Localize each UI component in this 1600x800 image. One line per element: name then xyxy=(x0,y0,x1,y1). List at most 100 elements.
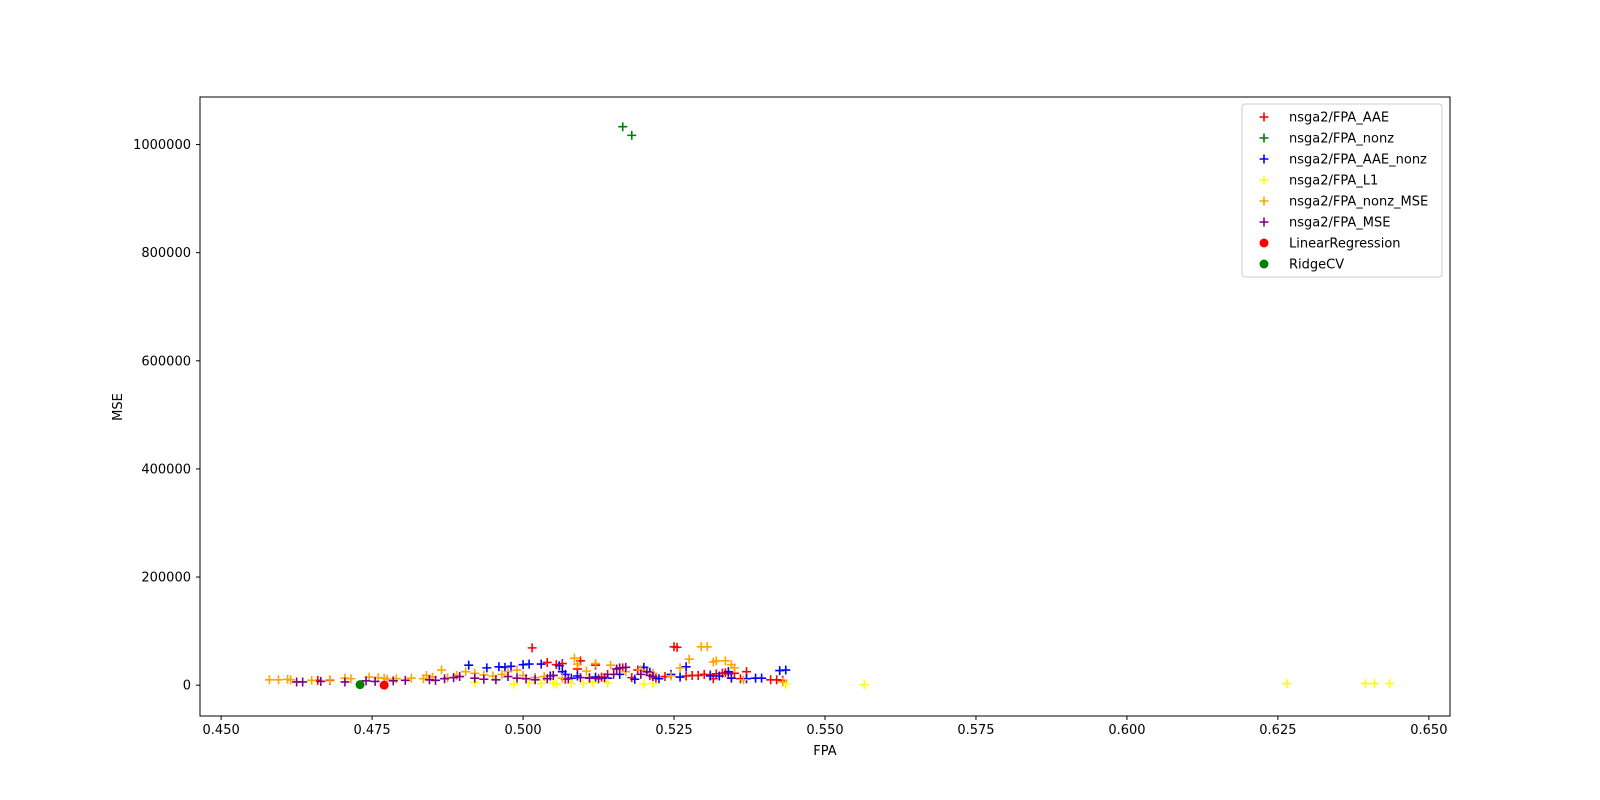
data-point xyxy=(530,675,540,685)
data-point xyxy=(720,656,730,666)
series-nsga2-fpa-mse xyxy=(292,662,658,687)
data-point xyxy=(521,674,531,684)
data-point xyxy=(702,642,712,652)
data-point xyxy=(307,675,317,685)
series-nsga2-fpa-l1 xyxy=(470,677,1395,690)
data-point xyxy=(503,672,513,682)
legend-marker xyxy=(1259,133,1269,143)
data-point xyxy=(729,663,739,673)
data-point xyxy=(509,679,519,689)
data-point xyxy=(264,675,274,685)
x-tick-label: 0.550 xyxy=(806,723,843,738)
x-axis: 0.450 0.475 0.500 0.525 0.550 0.575 0.600 0.625… xyxy=(203,716,1447,738)
data-point xyxy=(464,660,474,670)
data-point xyxy=(639,679,649,689)
legend-label: nsga2/FPA_L1 xyxy=(1289,174,1378,189)
legend-label: LinearRegression xyxy=(1289,237,1401,252)
data-point xyxy=(675,663,685,673)
y-tick-label: 0 xyxy=(183,679,191,694)
data-point xyxy=(606,660,616,670)
data-point xyxy=(355,680,365,690)
data-point xyxy=(1282,679,1292,689)
data-point xyxy=(738,675,748,685)
y-tick-label: 400000 xyxy=(141,462,191,477)
x-tick-label: 0.475 xyxy=(353,723,390,738)
plot-area xyxy=(264,122,1395,690)
data-point xyxy=(636,669,646,679)
data-point xyxy=(675,672,685,682)
legend-label: nsga2/FPA_AAE_nonz xyxy=(1289,153,1427,168)
data-point xyxy=(316,676,326,686)
data-point xyxy=(603,678,613,688)
data-point xyxy=(757,673,767,683)
data-point xyxy=(361,676,371,686)
data-point xyxy=(630,674,640,684)
data-point xyxy=(648,672,658,682)
data-point xyxy=(714,671,724,681)
data-point xyxy=(479,674,489,684)
data-point xyxy=(497,669,507,679)
data-point xyxy=(551,679,561,689)
data-point xyxy=(542,674,552,684)
data-point xyxy=(512,673,522,683)
data-point xyxy=(581,666,591,676)
legend-marker xyxy=(1259,217,1269,227)
legend-label: nsga2/FPA_nonz_MSE xyxy=(1289,195,1428,210)
x-tick-label: 0.500 xyxy=(504,723,541,738)
x-tick-label: 0.575 xyxy=(957,723,994,738)
data-point xyxy=(524,659,534,669)
data-point xyxy=(470,673,480,683)
data-point xyxy=(627,130,637,140)
data-point xyxy=(1370,679,1380,689)
data-point xyxy=(711,656,721,666)
data-point xyxy=(440,674,450,684)
data-point xyxy=(379,680,389,690)
legend-marker xyxy=(1259,112,1269,122)
data-point xyxy=(527,643,537,653)
data-point xyxy=(325,675,335,685)
data-point xyxy=(286,675,296,685)
data-point xyxy=(346,674,356,684)
data-point xyxy=(406,673,416,683)
legend-marker xyxy=(1259,196,1269,206)
y-tick-label: 600000 xyxy=(141,354,191,369)
legend-label: nsga2/FPA_MSE xyxy=(1289,216,1390,231)
data-point xyxy=(600,673,610,683)
data-point xyxy=(274,675,284,685)
legend-marker xyxy=(1259,175,1269,185)
y-axis-label: MSE xyxy=(111,393,126,421)
data-point xyxy=(512,665,522,675)
data-point xyxy=(609,669,619,679)
legend-label: nsga2/FPA_AAE xyxy=(1289,111,1389,126)
data-point xyxy=(370,676,380,686)
data-point xyxy=(566,679,576,689)
x-tick-label: 0.525 xyxy=(655,723,692,738)
data-point xyxy=(672,642,682,652)
data-point xyxy=(575,673,585,683)
data-point xyxy=(781,665,791,675)
data-point xyxy=(461,667,471,677)
data-point xyxy=(723,667,733,677)
data-point xyxy=(542,657,552,667)
legend-marker xyxy=(1259,259,1269,269)
x-tick-label: 0.625 xyxy=(1259,723,1296,738)
data-point xyxy=(431,675,441,685)
data-point xyxy=(536,659,546,669)
data-point xyxy=(654,674,664,684)
data-point xyxy=(584,673,594,683)
data-point xyxy=(536,679,546,689)
legend-label: RidgeCV xyxy=(1289,258,1344,273)
data-point xyxy=(591,659,601,669)
x-tick-label: 0.450 xyxy=(203,723,240,738)
series-ridgecv xyxy=(355,680,365,690)
data-point xyxy=(681,662,691,672)
data-point xyxy=(482,663,492,673)
data-point xyxy=(563,674,573,684)
data-point xyxy=(437,665,447,675)
data-point xyxy=(693,670,703,680)
data-point xyxy=(340,677,350,687)
data-point xyxy=(618,122,628,132)
y-tick-label: 1000000 xyxy=(133,138,191,153)
data-point xyxy=(449,673,459,683)
